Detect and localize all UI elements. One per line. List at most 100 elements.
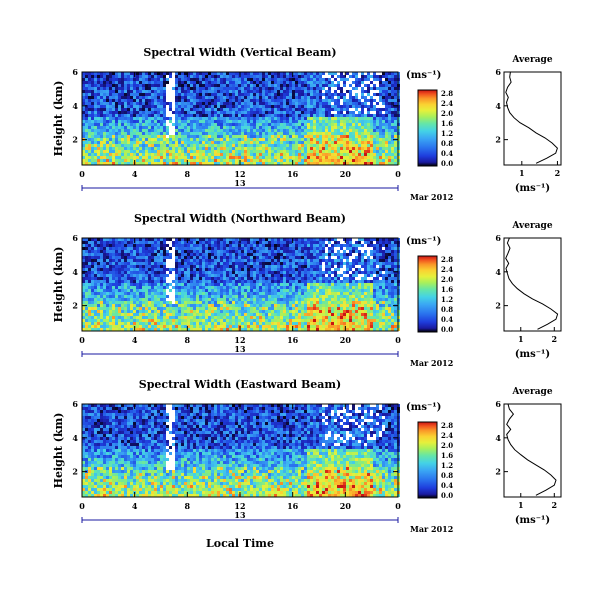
heatmap-cell <box>160 114 163 117</box>
heatmap-cell <box>163 322 166 325</box>
heatmap-cell <box>151 307 154 310</box>
heatmap-cell <box>310 105 313 108</box>
heatmap-cell <box>238 144 241 147</box>
heatmap-cell <box>391 117 394 120</box>
heatmap-cell <box>193 111 196 114</box>
heatmap-cell <box>169 295 172 298</box>
heatmap-cell <box>178 141 181 144</box>
heatmap-cell <box>226 144 229 147</box>
heatmap-cell <box>382 108 385 111</box>
heatmap-cell <box>97 78 100 81</box>
heatmap-cell <box>199 153 202 156</box>
heatmap-cell <box>109 108 112 111</box>
heatmap-cell <box>184 126 187 129</box>
heatmap-cell <box>121 144 124 147</box>
heatmap-cell <box>184 328 187 331</box>
heatmap-cell <box>169 114 172 117</box>
heatmap-cell <box>271 108 274 111</box>
heatmap-cell <box>358 90 361 93</box>
heatmap-cell <box>358 114 361 117</box>
heatmap-cell <box>340 108 343 111</box>
heatmap-cell <box>160 141 163 144</box>
heatmap-cell <box>145 144 148 147</box>
heatmap-cell <box>130 283 133 286</box>
heatmap-cell <box>106 244 109 247</box>
heatmap-cell <box>280 156 283 159</box>
heatmap-cell <box>196 96 199 99</box>
heatmap-cell <box>304 120 307 123</box>
heatmap-cell <box>199 274 202 277</box>
heatmap-cell <box>295 81 298 84</box>
heatmap-cell <box>181 268 184 271</box>
heatmap-cell <box>337 78 340 81</box>
heatmap-cell <box>298 141 301 144</box>
heatmap-cell <box>115 256 118 259</box>
heatmap-cell <box>229 75 232 78</box>
heatmap-cell <box>106 286 109 289</box>
heatmap-cell <box>247 87 250 90</box>
heatmap-cell <box>178 277 181 280</box>
heatmap-cell <box>394 87 397 90</box>
heatmap-cell <box>259 90 262 93</box>
panel-title: Spectral Width (Vertical Beam) <box>143 46 336 59</box>
heatmap-cell <box>208 153 211 156</box>
heatmap-cell <box>388 141 391 144</box>
heatmap-cell <box>175 325 178 328</box>
heatmap-cell <box>106 90 109 93</box>
heatmap-cell <box>121 238 124 241</box>
heatmap-cell <box>121 132 124 135</box>
heatmap-cell <box>250 162 253 165</box>
heatmap-cell <box>391 123 394 126</box>
heatmap-cell <box>268 162 271 165</box>
heatmap-cell <box>169 150 172 153</box>
heatmap-cell <box>229 256 232 259</box>
heatmap-cell <box>169 307 172 310</box>
heatmap-cell <box>178 87 181 90</box>
heatmap-cell <box>220 78 223 81</box>
heatmap-cell <box>121 328 124 331</box>
heatmap-cell <box>205 313 208 316</box>
heatmap-cell <box>193 159 196 162</box>
heatmap-cell <box>313 153 316 156</box>
heatmap-cell <box>295 99 298 102</box>
heatmap-cell <box>388 84 391 87</box>
heatmap-cell <box>94 274 97 277</box>
heatmap-cell <box>307 75 310 78</box>
heatmap-cell <box>226 250 229 253</box>
heatmap-cell <box>265 156 268 159</box>
heatmap-cell <box>118 250 121 253</box>
heatmap-cell <box>202 256 205 259</box>
heatmap-cell <box>157 271 160 274</box>
heatmap-cell <box>118 81 121 84</box>
heatmap-cell <box>238 102 241 105</box>
heatmap-cell <box>385 99 388 102</box>
heatmap-cell <box>148 271 151 274</box>
heatmap-cell <box>178 289 181 292</box>
panel-1: Spectral Width (Vertical Beam)246Height … <box>52 46 562 202</box>
heatmap-cell <box>175 153 178 156</box>
heatmap-cell <box>277 105 280 108</box>
heatmap-cell <box>172 328 175 331</box>
heatmap-cell <box>181 153 184 156</box>
heatmap-cell <box>142 99 145 102</box>
heatmap-cell <box>232 283 235 286</box>
heatmap-cell <box>232 265 235 268</box>
heatmap-cell <box>229 102 232 105</box>
heatmap-cell <box>82 153 85 156</box>
heatmap-cell <box>316 159 319 162</box>
heatmap-cell <box>244 78 247 81</box>
heatmap-cell <box>127 256 130 259</box>
heatmap-cell <box>253 129 256 132</box>
heatmap-cell <box>172 159 175 162</box>
heatmap-cell <box>118 138 121 141</box>
heatmap-cell <box>115 268 118 271</box>
heatmap-cell <box>337 144 340 147</box>
heatmap-cell <box>298 108 301 111</box>
heatmap-cell <box>112 247 115 250</box>
heatmap-cell <box>316 108 319 111</box>
heatmap-cell <box>220 126 223 129</box>
heatmap-cell <box>100 304 103 307</box>
heatmap-cell <box>154 111 157 114</box>
heatmap-cell <box>247 117 250 120</box>
heatmap-cell <box>361 72 364 75</box>
